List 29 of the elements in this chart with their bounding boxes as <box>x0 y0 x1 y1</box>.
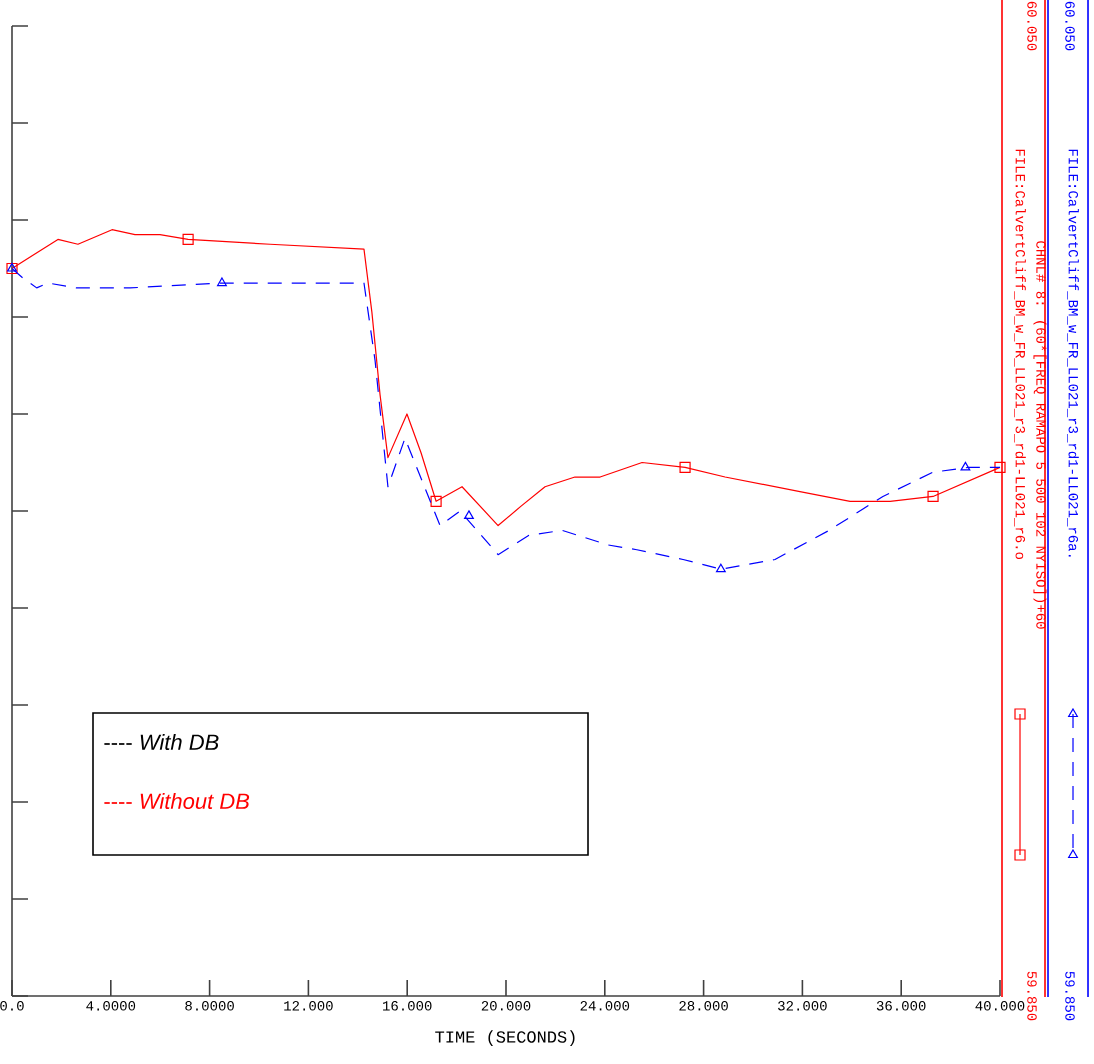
point <box>679 461 691 473</box>
point <box>217 277 227 287</box>
line-series <box>11 267 1001 570</box>
point <box>715 563 726 573</box>
y2-tick-label: 59.850 <box>1065 971 1075 1021</box>
x-tick-label: 28.000 <box>679 1001 728 1011</box>
annotation: ---- Without DB <box>104 792 250 810</box>
text: FILE:CalvertCliff_BM_w_FR_LL021_r3_rd1-LL021_r6.o <box>1014 149 1026 560</box>
point <box>464 510 474 519</box>
x-tick-label: 36.000 <box>876 1001 926 1011</box>
point <box>182 233 194 245</box>
x-tick-label: 40.000 <box>975 1001 1025 1011</box>
point <box>430 495 442 507</box>
text: CHNL# 8: (60*[FREQ RAMAPO 5 500 102 NYISO])+60 <box>1033 241 1047 629</box>
x-tick-label: 20.000 <box>481 1001 531 1011</box>
point <box>994 461 1006 473</box>
x-tick-label: 8.0000 <box>185 1001 234 1011</box>
x-tick-label: 12.000 <box>284 1001 333 1011</box>
x-tick-label: 0.0 <box>0 1001 24 1011</box>
x-tick-label: 32.000 <box>778 1001 827 1011</box>
text: FILE:CalvertCliff_BM_w_FR_LL021_r3_rd1-LL021_r6a. <box>1067 149 1079 557</box>
point <box>960 461 971 471</box>
x-tick-label: 24.000 <box>580 1001 630 1011</box>
point <box>927 490 939 503</box>
x-axis-title: TIME (SECONDS) <box>435 1030 575 1047</box>
x-tick-label: 16.000 <box>383 1001 432 1011</box>
annotation: ---- With DB <box>104 733 219 751</box>
x-tick-label: 4.0000 <box>86 1001 136 1011</box>
y2-tick-label: 60.050 <box>1065 1 1075 51</box>
